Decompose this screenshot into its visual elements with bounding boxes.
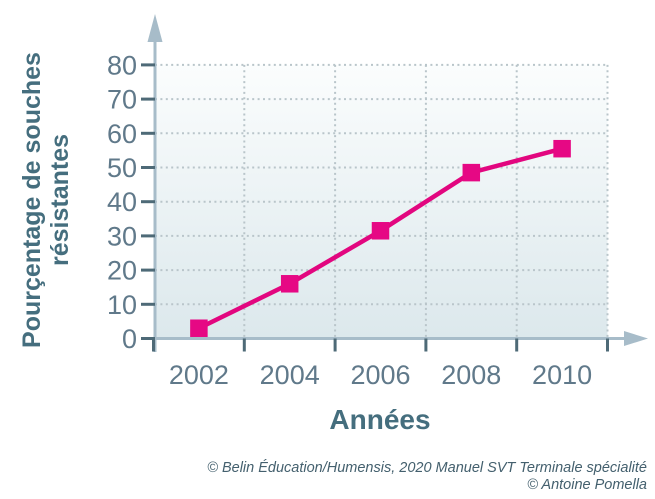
x-tick-label: 2008 — [441, 360, 501, 390]
y-tick-label: 70 — [107, 85, 137, 115]
y-tick-label: 30 — [107, 221, 137, 251]
x-tick-label: 2006 — [350, 360, 410, 390]
y-tick-label: 40 — [107, 187, 137, 217]
y-tick-label: 0 — [122, 324, 137, 354]
x-axis-title: Années — [329, 404, 431, 435]
data-point — [280, 275, 299, 293]
tick-marks — [141, 63, 609, 352]
x-tick-label: 2004 — [260, 360, 320, 390]
x-tick-label: 2002 — [169, 360, 229, 390]
x-tick-labels: 2002 2004 2006 2008 2010 — [169, 360, 592, 390]
x-tick-label: 2010 — [532, 360, 592, 390]
y-tick-label: 50 — [107, 153, 137, 183]
credit-line-author: © Antoine Pomella — [527, 477, 647, 494]
y-tick-labels: 0 10 20 30 40 50 60 70 80 — [107, 50, 137, 354]
y-axis-arrow — [147, 14, 163, 42]
data-point — [462, 163, 481, 182]
y-tick-label: 60 — [107, 119, 137, 149]
axes — [141, 40, 625, 352]
data-point — [371, 222, 390, 240]
data-point — [553, 139, 571, 158]
data-points — [190, 139, 571, 337]
y-tick-label: 10 — [107, 290, 137, 320]
credit-line-publisher: © Belin Éducation/Humensis, 2020 Manuel … — [207, 459, 647, 476]
data-point — [190, 319, 208, 337]
y-tick-label: 80 — [107, 50, 137, 80]
y-tick-label: 20 — [107, 256, 137, 286]
x-axis-arrow — [624, 331, 648, 346]
plot-background — [155, 64, 608, 339]
credits-block: © Belin Éducation/Humensis, 2020 Manuel … — [207, 460, 647, 495]
